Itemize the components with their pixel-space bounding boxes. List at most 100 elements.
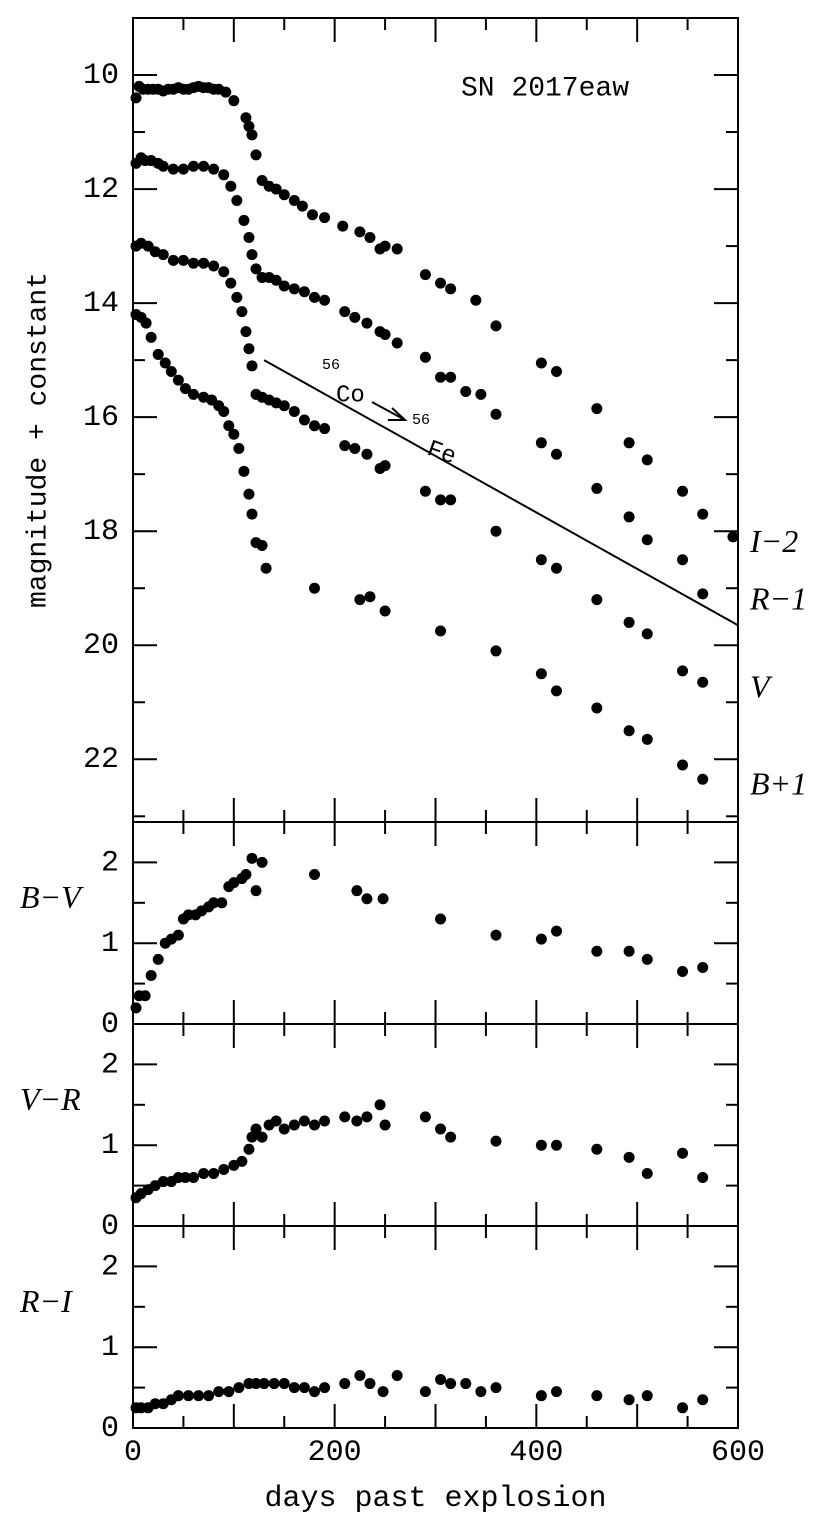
- y-tick-label: 1: [101, 927, 119, 961]
- data-point: [218, 1163, 230, 1175]
- series: [130, 237, 709, 688]
- data-point: [250, 1123, 262, 1135]
- series: [130, 1099, 709, 1204]
- y-tick-label: 2: [101, 846, 119, 880]
- data-point: [319, 294, 331, 306]
- data-point: [246, 129, 258, 141]
- data-point: [233, 443, 245, 455]
- data-point: [364, 232, 376, 244]
- data-point: [623, 437, 635, 449]
- data-point: [278, 280, 290, 292]
- series: [130, 309, 709, 785]
- data-point: [377, 1386, 389, 1398]
- y-tick-label: 2: [101, 1048, 119, 1082]
- data-point: [216, 897, 228, 909]
- data-point: [677, 759, 689, 771]
- data-point: [351, 1115, 363, 1127]
- data-point: [435, 913, 447, 925]
- data-point: [623, 1394, 635, 1406]
- data-point: [697, 1394, 709, 1406]
- data-point: [309, 869, 320, 881]
- data-point: [535, 437, 547, 449]
- series-label: V: [750, 669, 773, 705]
- data-point: [551, 685, 562, 697]
- data-point: [246, 360, 258, 372]
- data-point: [177, 254, 189, 266]
- data-point: [391, 243, 403, 255]
- data-point: [240, 112, 252, 124]
- data-point: [208, 1167, 220, 1179]
- data-point: [339, 1111, 351, 1123]
- y-tick-label: 2: [101, 1250, 119, 1284]
- data-point: [218, 169, 230, 181]
- y-tick-label: 0: [101, 1008, 119, 1042]
- data-point: [435, 494, 447, 506]
- data-point: [231, 194, 243, 206]
- data-point: [697, 676, 709, 688]
- decay-line: [263, 359, 739, 627]
- data-point: [157, 249, 169, 261]
- data-point: [591, 594, 603, 606]
- data-point: [188, 388, 199, 400]
- data-point: [535, 357, 547, 369]
- y-tick-label: 1: [101, 1129, 119, 1163]
- data-point: [208, 163, 220, 175]
- data-point: [208, 897, 220, 909]
- data-point: [278, 1123, 290, 1135]
- data-point: [339, 306, 351, 318]
- data-point: [349, 311, 361, 323]
- data-point: [246, 249, 258, 261]
- series: [130, 152, 709, 600]
- data-point: [677, 965, 689, 977]
- panel-frame: [132, 17, 739, 823]
- data-point: [152, 348, 164, 360]
- data-point: [309, 291, 320, 303]
- data-point: [225, 277, 237, 289]
- y-tick-label: 20: [83, 629, 119, 663]
- data-point: [246, 852, 258, 864]
- data-point: [535, 668, 547, 680]
- data-point: [179, 1172, 191, 1184]
- data-point: [591, 1143, 603, 1155]
- data-point: [697, 773, 709, 785]
- data-point: [339, 1378, 351, 1390]
- data-point: [490, 1135, 502, 1147]
- data-point: [641, 1167, 653, 1179]
- data-point: [288, 405, 300, 417]
- data-point: [391, 337, 403, 349]
- data-point: [551, 562, 562, 574]
- data-point: [535, 933, 547, 945]
- data-point: [677, 1402, 689, 1414]
- data-point: [256, 1131, 268, 1143]
- data-point: [435, 1123, 447, 1135]
- data-point: [238, 465, 250, 477]
- data-point: [319, 1115, 331, 1127]
- data-point: [361, 893, 373, 905]
- data-point: [243, 343, 255, 355]
- data-point: [490, 525, 502, 537]
- data-point: [490, 408, 502, 420]
- data-point: [379, 605, 391, 617]
- data-point: [270, 1115, 282, 1127]
- data-point: [697, 588, 709, 600]
- panel-frame: [132, 821, 739, 1025]
- data-point: [419, 1111, 431, 1123]
- data-point: [130, 92, 142, 104]
- data-point: [551, 448, 562, 460]
- y-tick-label: 12: [83, 173, 119, 207]
- y-axis-label: magnitude + constant: [23, 272, 54, 608]
- data-point: [470, 294, 482, 306]
- data-point: [298, 1115, 310, 1127]
- data-point: [278, 189, 290, 201]
- data-point: [172, 374, 184, 386]
- data-point: [354, 226, 366, 238]
- data-point: [623, 616, 635, 628]
- data-point: [177, 163, 189, 175]
- data-point: [188, 1172, 199, 1184]
- data-point: [391, 1369, 403, 1381]
- x-tick-label: 400: [509, 1436, 563, 1470]
- data-point: [490, 320, 502, 332]
- data-point: [623, 725, 635, 737]
- data-point: [198, 257, 210, 269]
